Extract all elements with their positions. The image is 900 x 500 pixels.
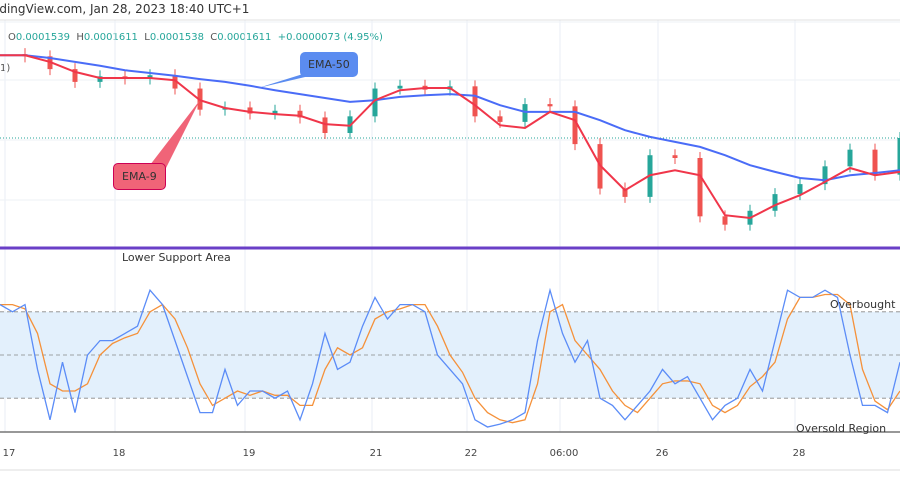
oversold-label: Oversold Region	[796, 422, 887, 435]
x-tick-label: 28	[792, 448, 806, 459]
candle	[572, 106, 578, 145]
x-tick-label: 19	[242, 448, 256, 459]
open-label: O	[8, 32, 16, 43]
candle	[697, 158, 703, 217]
candle	[722, 216, 728, 225]
ema50-line	[0, 54, 900, 182]
candle	[397, 85, 403, 89]
candle	[822, 166, 828, 185]
high-value: 0.0001611	[83, 32, 138, 43]
candle	[147, 75, 153, 79]
candle	[672, 155, 678, 158]
x-tick-label: 17	[2, 448, 16, 459]
x-tick-label: 06:00	[549, 448, 579, 459]
x-tick-label: 21	[369, 448, 383, 459]
candle	[772, 194, 778, 211]
low-value: 0.0001538	[149, 32, 204, 43]
candle	[297, 110, 303, 118]
candle	[172, 75, 178, 89]
support-label: Lower Support Area	[122, 251, 231, 264]
candle	[522, 104, 528, 122]
ema50-callout: EMA-50	[300, 52, 358, 77]
ema50-pointer	[258, 74, 318, 88]
close-value: 0.0001611	[217, 32, 272, 43]
candle	[372, 88, 378, 117]
candle	[547, 104, 553, 107]
candle	[872, 149, 878, 175]
x-tick-label: 22	[464, 448, 478, 459]
x-tick-label: 18	[112, 448, 126, 459]
stoch-d-line	[0, 293, 900, 424]
candle	[847, 149, 853, 167]
overbought-label: Overbought	[830, 298, 896, 311]
change-value: +0.0000073 (4.95%)	[277, 32, 383, 43]
ema9-pointer	[150, 100, 200, 170]
stoch-k-line	[0, 287, 900, 428]
candle	[72, 69, 78, 82]
candle	[897, 138, 900, 175]
candle	[247, 107, 253, 114]
ohlc-readout: O0.0001539 H0.0001611 L0.0001538 C0.0001…	[8, 32, 383, 43]
x-tick-label: 26	[655, 448, 669, 459]
candle	[97, 76, 103, 82]
candle	[322, 117, 328, 133]
ema9-line	[0, 54, 900, 220]
ema9-callout: EMA-9	[113, 163, 166, 190]
low-label: L	[144, 32, 150, 43]
open-value: 0.0001539	[15, 32, 70, 43]
chart-title: adingView.com, Jan 28, 2023 18:40 UTC+1	[0, 2, 250, 16]
candle	[797, 184, 803, 195]
candle	[622, 188, 628, 197]
candle	[497, 116, 503, 122]
high-label: H	[76, 32, 84, 43]
candle	[272, 110, 278, 114]
candle	[472, 86, 478, 117]
close-label: C	[210, 32, 218, 43]
